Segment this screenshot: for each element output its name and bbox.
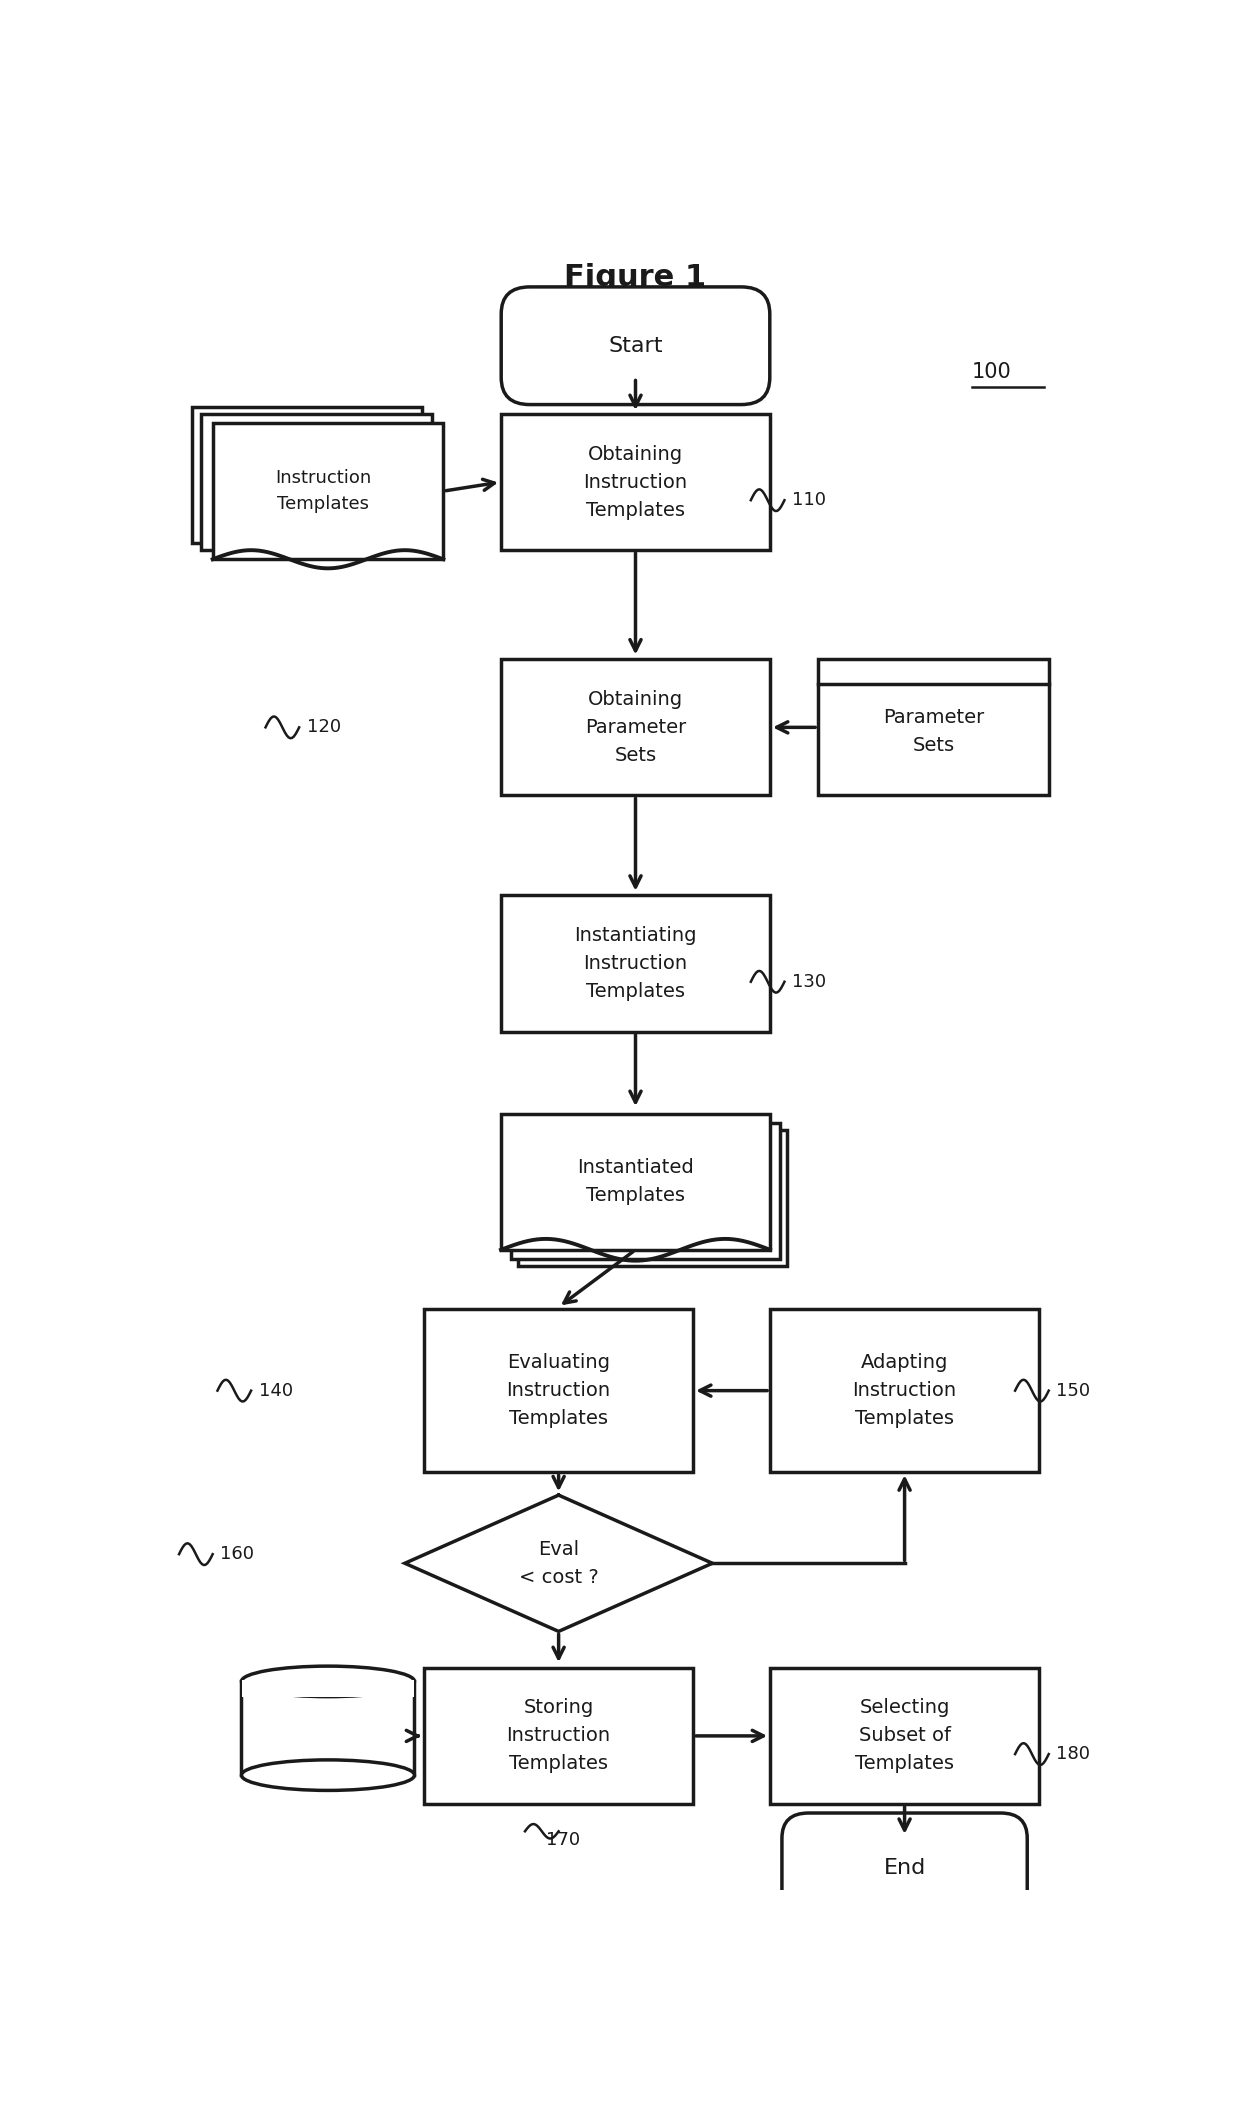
Text: 140: 140: [259, 1381, 293, 1400]
FancyBboxPatch shape: [242, 1682, 414, 1776]
Text: Start: Start: [609, 336, 662, 355]
Text: Selecting
Subset of
Templates: Selecting Subset of Templates: [856, 1699, 954, 1774]
FancyBboxPatch shape: [501, 896, 770, 1032]
Text: Instantiated
Templates: Instantiated Templates: [577, 1158, 694, 1204]
FancyBboxPatch shape: [501, 1113, 770, 1249]
FancyBboxPatch shape: [424, 1308, 693, 1472]
FancyBboxPatch shape: [201, 414, 432, 550]
Text: Figure 1: Figure 1: [564, 263, 707, 293]
FancyBboxPatch shape: [424, 1667, 693, 1803]
Text: 120: 120: [306, 718, 341, 737]
Text: Obtaining
Instruction
Templates: Obtaining Instruction Templates: [584, 444, 687, 520]
Text: Parameter
Sets: Parameter Sets: [883, 709, 985, 756]
FancyBboxPatch shape: [518, 1130, 787, 1266]
Polygon shape: [404, 1495, 713, 1631]
Text: Eval
< cost ?: Eval < cost ?: [518, 1540, 599, 1587]
FancyBboxPatch shape: [818, 658, 1049, 796]
FancyBboxPatch shape: [770, 1308, 1039, 1472]
FancyBboxPatch shape: [770, 1667, 1039, 1803]
FancyBboxPatch shape: [191, 406, 422, 544]
FancyBboxPatch shape: [501, 287, 770, 404]
Text: 150: 150: [1056, 1381, 1090, 1400]
Text: Storing
Instruction
Templates: Storing Instruction Templates: [507, 1699, 610, 1774]
FancyBboxPatch shape: [501, 414, 770, 550]
Ellipse shape: [242, 1665, 414, 1697]
FancyBboxPatch shape: [782, 1814, 1027, 1922]
Text: 180: 180: [1056, 1746, 1090, 1763]
Text: Obtaining
Parameter
Sets: Obtaining Parameter Sets: [585, 690, 686, 765]
Text: 110: 110: [792, 491, 826, 510]
Text: End: End: [883, 1858, 926, 1878]
Ellipse shape: [242, 1761, 414, 1791]
Text: Evaluating
Instruction
Templates: Evaluating Instruction Templates: [507, 1353, 610, 1427]
Text: Instruction
Templates: Instruction Templates: [275, 469, 371, 514]
FancyBboxPatch shape: [243, 1680, 413, 1697]
FancyBboxPatch shape: [213, 423, 444, 559]
Text: 160: 160: [221, 1544, 254, 1563]
Text: Adapting
Instruction
Templates: Adapting Instruction Templates: [853, 1353, 956, 1427]
Text: 100: 100: [972, 361, 1012, 382]
Text: Instantiating
Instruction
Templates: Instantiating Instruction Templates: [574, 926, 697, 1000]
FancyBboxPatch shape: [501, 658, 770, 796]
Text: 130: 130: [792, 973, 826, 990]
FancyBboxPatch shape: [511, 1124, 780, 1260]
Text: 170: 170: [547, 1831, 580, 1850]
